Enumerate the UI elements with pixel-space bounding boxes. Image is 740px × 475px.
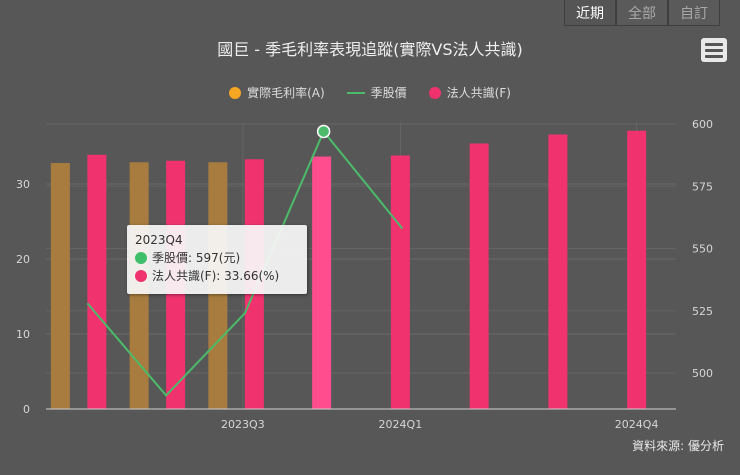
tooltip: 2023Q4 季股價: 597(元) 法人共識(F): 33.66(%) (127, 225, 307, 294)
tooltip-header: 2023Q4 (135, 233, 183, 247)
range-tab-custom[interactable]: 自訂 (668, 0, 720, 26)
consensus-bar[interactable] (548, 134, 568, 410)
svg-text:2024Q4: 2024Q4 (615, 418, 659, 431)
legend-item-consensus[interactable]: 法人共識(F) (428, 84, 511, 101)
legend-dot-icon (428, 86, 441, 99)
legend-label: 實際毛利率(A) (247, 86, 325, 100)
svg-text:550: 550 (692, 243, 713, 256)
consensus-bar[interactable] (469, 143, 489, 410)
svg-text:10: 10 (16, 328, 30, 341)
svg-text:575: 575 (692, 180, 713, 193)
tooltip-consensus: 法人共識(F): 33.66(%) (152, 269, 280, 283)
legend: 實際毛利率(A) 季股價 法人共識(F) (0, 84, 740, 101)
svg-text:30: 30 (16, 178, 30, 191)
range-tab-recent[interactable]: 近期 (564, 0, 616, 26)
consensus-bar[interactable] (312, 156, 332, 409)
legend-label: 季股價 (370, 86, 407, 100)
consensus-bar[interactable] (390, 155, 410, 410)
legend-label: 法人共識(F) (446, 86, 511, 100)
tooltip-dot-icon (135, 252, 147, 264)
svg-text:20: 20 (16, 253, 30, 266)
hamburger-menu-icon[interactable] (701, 38, 727, 62)
actual-bar[interactable] (50, 163, 70, 409)
svg-text:500: 500 (692, 367, 713, 380)
tooltip-price: 季股價: 597(元) (152, 251, 241, 265)
legend-line-icon (346, 91, 365, 94)
data-source: 資料來源: 優分析 (632, 439, 724, 453)
chart-title: 國巨 - 季毛利率表現追蹤(實際VS法人共識) (217, 40, 523, 59)
svg-text:525: 525 (692, 305, 713, 318)
consensus-bar[interactable] (627, 130, 647, 409)
svg-text:2023Q3: 2023Q3 (221, 418, 265, 431)
price-line (86, 124, 404, 397)
range-tab-all[interactable]: 全部 (616, 0, 668, 26)
svg-text:0: 0 (23, 403, 30, 416)
axes: 0 10 20 30 500 525 550 575 600 2023Q3 2024Q1 2024Q4 (16, 118, 713, 431)
legend-item-actual[interactable]: 實際毛利率(A) (229, 84, 325, 101)
consensus-bar[interactable] (87, 154, 107, 409)
range-selector: 近期 全部 自訂 (564, 0, 720, 26)
legend-dot-icon (229, 86, 242, 99)
price-marker[interactable] (316, 124, 331, 139)
svg-text:600: 600 (692, 118, 713, 131)
svg-text:2024Q1: 2024Q1 (379, 418, 423, 431)
legend-item-price[interactable]: 季股價 (346, 84, 407, 101)
tooltip-dot-icon (135, 270, 147, 282)
